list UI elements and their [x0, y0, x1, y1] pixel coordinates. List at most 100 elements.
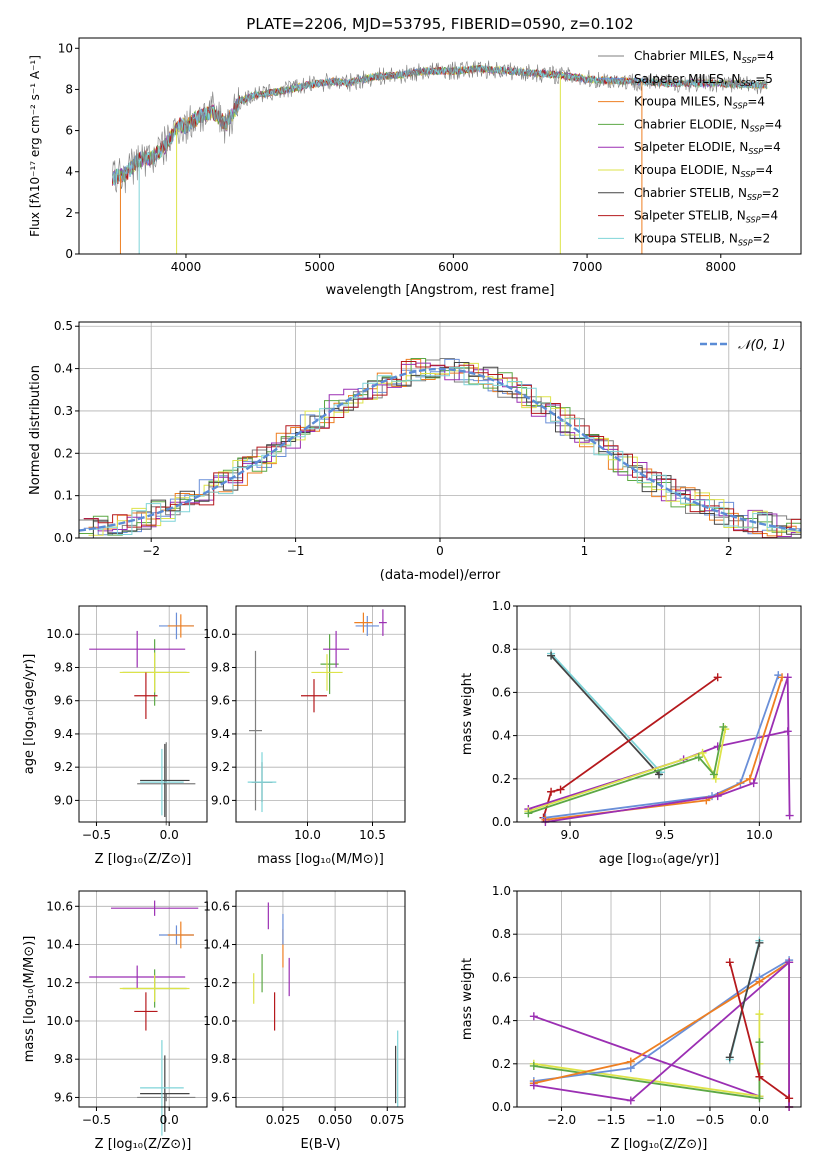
residual-ticks: −2 −1 0 1 2 0.0 0.1 0.2 0.3 0.4 0.5 — [54, 319, 733, 558]
ebv-mass-grid — [236, 891, 405, 1107]
age-weight-ytick-label: 1.0 — [492, 599, 511, 613]
z-weight-ytick-label: 0.0 — [492, 1100, 511, 1114]
z-mass-ytick-label: 10.0 — [46, 1014, 73, 1028]
mass-age-ytick-label: 9.8 — [211, 660, 230, 674]
residual-ytick-label: 0.3 — [54, 404, 73, 418]
z-mass-ticks: −0.5 0.0 9.6 9.8 10.0 10.2 10.4 10.6 — [46, 899, 178, 1127]
spectrum-ytick-label: 0 — [65, 247, 73, 261]
age-weight-marker-chabrier_elodie — [524, 809, 533, 818]
z-weight-marks — [529, 936, 794, 1111]
z-weight-panel: −2.0 −1.5 −1.0 −0.5 0.0 0.0 0.2 0.4 0.6 0.8 1.0 Z [… — [460, 884, 802, 1152]
age-weight-ylabel: mass weight — [460, 673, 475, 755]
z-weight-marker-kroupa_miles — [755, 977, 764, 986]
z-age-panel: −0.5 0.0 9.0 9.2 9.4 9.6 9.8 10.0 Z [log₁₀(Z/Z⊙)… — [22, 605, 208, 867]
age-weight-ytick-label: 0.2 — [492, 772, 511, 786]
z-age-axes — [78, 605, 208, 823]
z-weight-marker-kroupa_elodie — [755, 1010, 764, 1019]
z-weight-marker-chabrier_stelib — [755, 938, 764, 947]
spectrum-xtick-label: 4000 — [171, 260, 202, 274]
z-weight-marker-salpeter_elodie — [529, 1012, 538, 1021]
z-age-ytick-label: 9.6 — [54, 694, 73, 708]
residual-histogram-kroupa_stelib — [88, 366, 801, 535]
ebv-mass-ytick-label: 9.6 — [211, 1090, 230, 1104]
z-weight-line-salpeter_elodie — [533, 960, 790, 1107]
residual-xtick-label: 2 — [725, 544, 733, 558]
z-weight-xtick-label: −1.0 — [646, 1113, 675, 1127]
residual-ytick-label: 0.2 — [54, 446, 73, 460]
z-age-ytick-label: 10.0 — [46, 627, 73, 641]
z-age-xtick-label: 0.0 — [160, 828, 179, 842]
mass-age-grid — [236, 606, 405, 822]
z-weight-ytick-label: 0.2 — [492, 1057, 511, 1071]
residual-marks — [78, 358, 802, 539]
residual-histogram-salpeter_stelib — [83, 361, 801, 539]
z-weight-xtick-label: −1.5 — [596, 1113, 625, 1127]
z-weight-ytick-label: 1.0 — [492, 884, 511, 898]
age-weight-marker-salpeter_stelib — [713, 673, 722, 682]
z-mass-ytick-label: 10.4 — [46, 938, 73, 952]
age-weight-marker-salpeter_elodie — [785, 811, 794, 820]
age-weight-marker-salpeter_elodie — [749, 779, 758, 788]
mass-age-panel: 10.0 10.5 9.0 9.2 9.4 9.6 9.8 10.0 mass [log₁₀(M… — [203, 605, 406, 867]
legend-label-chabrier_miles: Chabrier MILES, NSSP=4 — [634, 49, 774, 65]
gauss-legend-label: 𝒩(0, 1) — [738, 338, 785, 353]
age-weight-marker-chabrier_elodie — [709, 770, 718, 779]
age-weight-marker-salpeter_elodie — [713, 792, 722, 801]
z-mass-xtick-label: 0.0 — [160, 1113, 179, 1127]
z-weight-axes — [516, 890, 802, 1108]
z-weight-ytick-label: 0.4 — [492, 1014, 511, 1028]
z-weight-marker-salpeter_elodie — [626, 1096, 635, 1105]
ebv-mass-xlabel: E(B-V) — [300, 1137, 340, 1152]
age-weight-ytick-label: 0.8 — [492, 642, 511, 656]
spectrum-ytick-label: 8 — [65, 82, 73, 96]
ebv-mass-xtick-label: 0.025 — [266, 1113, 300, 1127]
age-weight-xtick-label: 9.0 — [560, 828, 579, 842]
mass-age-marks — [247, 609, 387, 813]
legend-label-chabrier_stelib: Chabrier STELIB, NSSP=2 — [634, 186, 779, 202]
residual-xtick-label: −1 — [287, 544, 305, 558]
ebv-mass-axes — [235, 890, 406, 1108]
residual-histogram-salpeter_elodie — [83, 362, 801, 537]
spectrum-axes — [78, 37, 802, 255]
z-weight-marker-chabrier_elodie — [755, 1094, 764, 1103]
legend-label-chabrier_elodie: Chabrier ELODIE, NSSP=4 — [634, 117, 782, 133]
age-weight-xtick-label: 10.0 — [746, 828, 773, 842]
mass-age-xlabel: mass [log₁₀(M/M⊙)] — [257, 852, 384, 867]
age-weight-marker-kroupa_elodie — [711, 774, 720, 783]
z-weight-xtick-label: −0.5 — [695, 1113, 724, 1127]
residual-xtick-label: 1 — [581, 544, 589, 558]
z-mass-axes — [78, 890, 208, 1108]
residual-xlabel: (data-model)/error — [380, 568, 501, 583]
residual-ytick-label: 0.4 — [54, 362, 73, 376]
z-mass-xtick-label: −0.5 — [82, 1113, 111, 1127]
age-weight-ytick-label: 0.6 — [492, 685, 511, 699]
mass-age-axes — [235, 605, 406, 823]
z-mass-xlabel: Z [log₁₀(Z/Z⊙)] — [95, 1137, 192, 1152]
ebv-mass-xtick-label: 0.050 — [318, 1113, 352, 1127]
spectrum-xlabel: wavelength [Angstrom, rest frame] — [326, 283, 555, 298]
legend-label-kroupa_miles: Kroupa MILES, NSSP=4 — [634, 95, 765, 111]
spectrum-ytick-label: 2 — [65, 206, 73, 220]
ebv-mass-ytick-label: 10.0 — [203, 1014, 230, 1028]
z-age-ticks: −0.5 0.0 9.0 9.2 9.4 9.6 9.8 10.0 — [46, 627, 178, 842]
ebv-mass-ticks: 0.025 0.050 0.075 9.6 9.8 10.0 10.2 10.4 10.6 — [203, 899, 404, 1127]
spectrum-line-kroupa_stelib — [111, 64, 768, 186]
residual-ytick-label: 0.1 — [54, 489, 73, 503]
residual-panel: −2 −1 0 1 2 0.0 0.1 0.2 0.3 0.4 0.5 (data-model)/e… — [28, 319, 802, 583]
z-mass-ytick-label: 9.6 — [54, 1090, 73, 1104]
z-weight-line-chabrier_stelib — [728, 942, 761, 1058]
age-weight-ytick-label: 0.4 — [492, 729, 511, 743]
gaussian-curve — [78, 367, 802, 532]
age-weight-marker-chabrier_stelib — [655, 770, 663, 779]
legend-label-kroupa_elodie: Kroupa ELODIE, NSSP=4 — [634, 163, 773, 179]
age-weight-ytick-label: 0.0 — [492, 815, 511, 829]
z-age-xlabel: Z [log₁₀(Z/Z⊙)] — [95, 852, 192, 867]
z-weight-marker-chabrier_stelib — [725, 1053, 734, 1062]
spectrum-xtick-label: 7000 — [572, 260, 603, 274]
spectrum-marks — [111, 60, 768, 254]
z-age-ytick-label: 9.8 — [54, 660, 73, 674]
spectrum-panel: 4000 5000 6000 7000 8000 0 2 4 6 8 10 wavelength [… — [28, 37, 802, 298]
z-weight-ticks: −2.0 −1.5 −1.0 −0.5 0.0 0.0 0.2 0.4 0.6 0.8 1.0 — [492, 884, 769, 1127]
z-mass-ylabel: mass [log₁₀(M/M⊙)] — [22, 936, 37, 1063]
